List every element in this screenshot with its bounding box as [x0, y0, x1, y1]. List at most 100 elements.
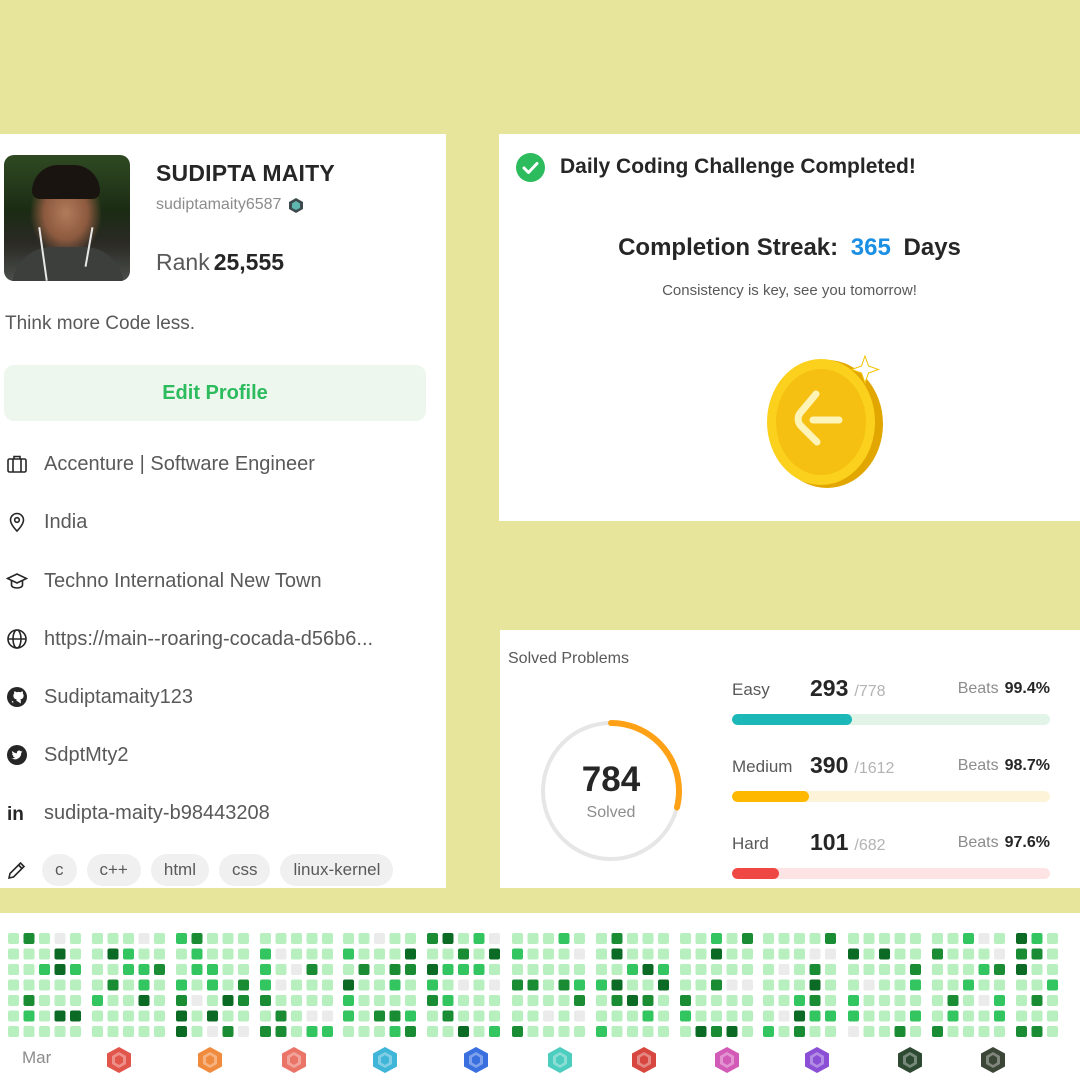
heatmap-cell[interactable]: [809, 1026, 821, 1037]
badge-salmon-icon[interactable]: [281, 1046, 307, 1074]
heatmap-cell[interactable]: [306, 948, 318, 960]
heatmap-cell[interactable]: [23, 933, 35, 944]
heatmap-cell[interactable]: [306, 979, 318, 991]
heatmap-cell[interactable]: [978, 1010, 990, 1022]
linkedin-row[interactable]: in sudipta-maity-b98443208: [6, 798, 270, 828]
heatmap-cell[interactable]: [543, 948, 554, 960]
heatmap-cell[interactable]: [374, 948, 385, 960]
heatmap-cell[interactable]: [291, 995, 302, 1006]
heatmap-cell[interactable]: [742, 995, 753, 1006]
heatmap-cell[interactable]: [260, 964, 271, 975]
heatmap-cell[interactable]: [910, 979, 921, 991]
heatmap-cell[interactable]: [742, 979, 753, 991]
heatmap-cell[interactable]: [176, 933, 187, 944]
heatmap-cell[interactable]: [1031, 964, 1043, 975]
heatmap-cell[interactable]: [627, 1026, 638, 1037]
heatmap-cell[interactable]: [658, 1026, 669, 1037]
heatmap-cell[interactable]: [596, 995, 607, 1006]
heatmap-cell[interactable]: [558, 1026, 570, 1037]
heatmap-cell[interactable]: [275, 948, 287, 960]
heatmap-cell[interactable]: [558, 948, 570, 960]
heatmap-cell[interactable]: [978, 948, 990, 960]
heatmap-cell[interactable]: [343, 995, 354, 1006]
heatmap-cell[interactable]: [947, 995, 959, 1006]
heatmap-cell[interactable]: [123, 995, 134, 1006]
heatmap-cell[interactable]: [932, 1026, 943, 1037]
heatmap-cell[interactable]: [947, 933, 959, 944]
heatmap-cell[interactable]: [107, 979, 119, 991]
heatmap-cell[interactable]: [574, 1010, 585, 1022]
heatmap-cell[interactable]: [825, 933, 836, 944]
heatmap-cell[interactable]: [358, 1010, 370, 1022]
heatmap-cell[interactable]: [963, 995, 974, 1006]
heatmap-cell[interactable]: [596, 1026, 607, 1037]
heatmap-cell[interactable]: [512, 948, 523, 960]
heatmap-cell[interactable]: [1016, 995, 1027, 1006]
heatmap-cell[interactable]: [963, 1010, 974, 1022]
heatmap-cell[interactable]: [306, 1026, 318, 1037]
heatmap-cell[interactable]: [138, 1010, 150, 1022]
heatmap-cell[interactable]: [543, 979, 554, 991]
heatmap-cell[interactable]: [23, 995, 35, 1006]
heatmap-cell[interactable]: [405, 995, 416, 1006]
badge-dark-green-icon[interactable]: [897, 1046, 923, 1074]
heatmap-cell[interactable]: [726, 933, 738, 944]
heatmap-cell[interactable]: [527, 995, 539, 1006]
heatmap-cell[interactable]: [978, 964, 990, 975]
heatmap-cell[interactable]: [809, 995, 821, 1006]
heatmap-cell[interactable]: [123, 948, 134, 960]
heatmap-cell[interactable]: [978, 995, 990, 1006]
heatmap-cell[interactable]: [473, 995, 485, 1006]
heatmap-cell[interactable]: [176, 964, 187, 975]
heatmap-cell[interactable]: [489, 948, 500, 960]
heatmap-cell[interactable]: [222, 933, 234, 944]
heatmap-cell[interactable]: [291, 979, 302, 991]
tag-linux-kernel[interactable]: linux-kernel: [280, 854, 394, 886]
tag-css[interactable]: css: [218, 854, 271, 886]
heatmap-cell[interactable]: [879, 933, 890, 944]
heatmap-cell[interactable]: [92, 995, 103, 1006]
heatmap-cell[interactable]: [23, 979, 35, 991]
heatmap-cell[interactable]: [611, 964, 623, 975]
heatmap-cell[interactable]: [1047, 948, 1058, 960]
tag-c[interactable]: c: [42, 854, 77, 886]
heatmap-cell[interactable]: [1016, 948, 1027, 960]
heatmap-cell[interactable]: [680, 995, 691, 1006]
heatmap-cell[interactable]: [879, 964, 890, 975]
heatmap-cell[interactable]: [191, 948, 203, 960]
heatmap-cell[interactable]: [123, 979, 134, 991]
heatmap-cell[interactable]: [695, 1010, 707, 1022]
heatmap-cell[interactable]: [8, 964, 19, 975]
heatmap-cell[interactable]: [473, 964, 485, 975]
heatmap-cell[interactable]: [778, 1010, 790, 1022]
heatmap-cell[interactable]: [978, 979, 990, 991]
heatmap-cell[interactable]: [207, 979, 218, 991]
heatmap-cell[interactable]: [275, 1010, 287, 1022]
heatmap-cell[interactable]: [222, 979, 234, 991]
heatmap-cell[interactable]: [894, 1026, 906, 1037]
heatmap-cell[interactable]: [611, 1010, 623, 1022]
heatmap-cell[interactable]: [642, 995, 654, 1006]
twitter-row[interactable]: SdptMty2: [6, 740, 128, 770]
heatmap-cell[interactable]: [527, 933, 539, 944]
website-row[interactable]: https://main--roaring-cocada-d56b6...: [6, 624, 373, 654]
heatmap-cell[interactable]: [763, 995, 774, 1006]
heatmap-cell[interactable]: [489, 1010, 500, 1022]
heatmap-cell[interactable]: [442, 1010, 454, 1022]
heatmap-cell[interactable]: [695, 1026, 707, 1037]
heatmap-cell[interactable]: [963, 933, 974, 944]
heatmap-cell[interactable]: [343, 964, 354, 975]
heatmap-cell[interactable]: [154, 1026, 165, 1037]
heatmap-cell[interactable]: [994, 964, 1005, 975]
heatmap-cell[interactable]: [894, 964, 906, 975]
heatmap-cell[interactable]: [932, 948, 943, 960]
heatmap-cell[interactable]: [405, 964, 416, 975]
heatmap-cell[interactable]: [306, 933, 318, 944]
heatmap-cell[interactable]: [658, 1010, 669, 1022]
heatmap-cell[interactable]: [442, 1026, 454, 1037]
heatmap-cell[interactable]: [863, 948, 875, 960]
heatmap-cell[interactable]: [222, 995, 234, 1006]
heatmap-cell[interactable]: [627, 964, 638, 975]
heatmap-cell[interactable]: [680, 1010, 691, 1022]
heatmap-cell[interactable]: [994, 933, 1005, 944]
